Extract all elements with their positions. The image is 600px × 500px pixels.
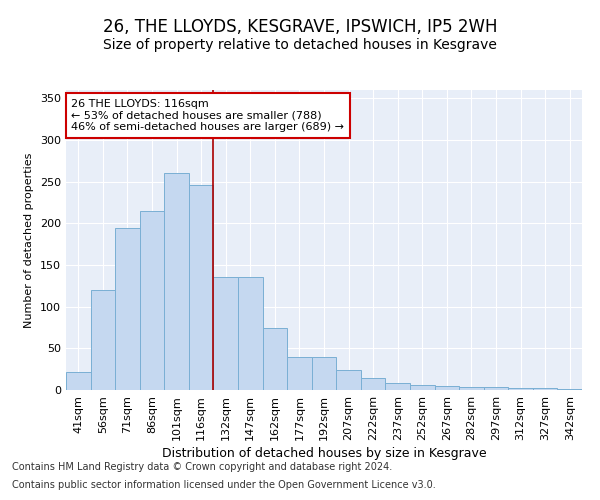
Text: Contains public sector information licensed under the Open Government Licence v3: Contains public sector information licen… (12, 480, 436, 490)
Bar (263, 328, 287, 390)
Bar (385, 382, 410, 390)
Bar (508, 388, 533, 390)
Bar (66, 372, 91, 390)
Bar (557, 389, 582, 390)
Text: 26 THE LLOYDS: 116sqm
← 53% of detached houses are smaller (788)
46% of semi-det: 26 THE LLOYDS: 116sqm ← 53% of detached … (71, 99, 344, 132)
Text: 26, THE LLOYDS, KESGRAVE, IPSWICH, IP5 2WH: 26, THE LLOYDS, KESGRAVE, IPSWICH, IP5 2… (103, 18, 497, 36)
Text: Size of property relative to detached houses in Kesgrave: Size of property relative to detached ho… (103, 38, 497, 52)
Bar (287, 356, 312, 390)
Text: Contains HM Land Registry data © Crown copyright and database right 2024.: Contains HM Land Registry data © Crown c… (12, 462, 392, 472)
Bar (533, 388, 557, 390)
Bar (361, 378, 385, 390)
Bar (459, 386, 484, 390)
Bar (434, 386, 459, 390)
Bar (336, 370, 361, 390)
X-axis label: Distribution of detached houses by size in Kesgrave: Distribution of detached houses by size … (161, 447, 487, 460)
Bar (312, 356, 336, 390)
Bar (91, 290, 115, 390)
Bar (140, 211, 164, 390)
Bar (238, 276, 263, 390)
Y-axis label: Number of detached properties: Number of detached properties (25, 152, 34, 328)
Bar (484, 386, 508, 390)
Bar (410, 385, 434, 390)
Bar (189, 185, 214, 390)
Bar (164, 174, 189, 390)
Bar (214, 276, 238, 390)
Bar (115, 228, 140, 390)
